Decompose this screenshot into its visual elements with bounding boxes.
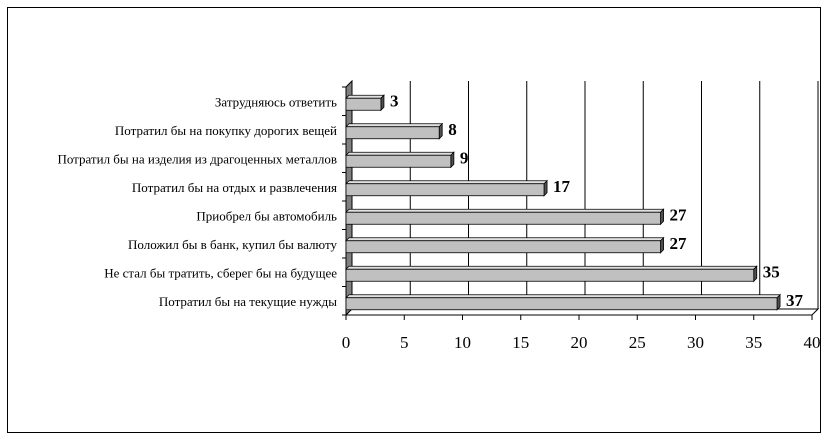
- bar-end-face: [660, 208, 664, 226]
- bar-end-face: [660, 236, 664, 254]
- bar-top-face: [345, 208, 665, 213]
- bar-front-face: [345, 240, 661, 254]
- bar-end-face: [753, 265, 758, 283]
- data-label: 27: [670, 205, 688, 224]
- x-tick-label: 35: [745, 333, 762, 352]
- bar-front-face: [345, 268, 755, 282]
- bar-end-face: [380, 94, 385, 112]
- bar-top-face: [345, 237, 665, 242]
- x-tick-label: 5: [400, 333, 409, 352]
- category-label: Не стал бы тратить, сберег бы на будущее: [104, 265, 337, 280]
- x-tick-label: 20: [571, 333, 588, 352]
- data-label: 17: [553, 177, 571, 196]
- bar-top-face: [345, 94, 385, 99]
- bar: [345, 179, 549, 197]
- category-label: Положил бы в банк, купил бы валюту: [128, 237, 337, 252]
- category-label: Потратил бы на изделия из драгоценных ме…: [57, 151, 337, 166]
- bar-front-face: [345, 211, 661, 225]
- data-label: 27: [670, 234, 688, 253]
- bar-top-face: [345, 294, 782, 299]
- x-tick-label: 15: [512, 333, 529, 352]
- bar: [345, 265, 758, 283]
- data-label: 35: [763, 262, 780, 281]
- bar-top-face: [345, 151, 455, 156]
- bar-end-face: [776, 293, 781, 311]
- category-label: Потратил бы на покупку дорогих вещей: [115, 123, 337, 138]
- bar-end-face: [450, 151, 455, 169]
- data-label: 3: [390, 91, 399, 110]
- bar: [345, 236, 665, 254]
- bar-front-face: [345, 183, 545, 197]
- bar: [345, 208, 665, 226]
- x-tick-label: 40: [804, 333, 821, 352]
- bar-top-face: [345, 123, 444, 128]
- bar-front-face: [345, 126, 440, 140]
- category-label: Потратил бы на текущие нужды: [159, 294, 337, 309]
- data-label: 37: [786, 291, 804, 310]
- category-label: Затрудняюсь ответить: [215, 94, 337, 109]
- data-label: 8: [448, 120, 457, 139]
- bar: [345, 151, 455, 169]
- bar-front-face: [345, 154, 452, 168]
- bar-front-face: [345, 97, 382, 111]
- bar-end-face: [438, 122, 443, 140]
- bar-end-face: [543, 179, 548, 197]
- x-tick-label: 25: [629, 333, 646, 352]
- category-label: Приобрел бы автомобиль: [196, 208, 337, 223]
- bar-top-face: [345, 265, 758, 270]
- x-tick-label: 10: [454, 333, 471, 352]
- x-tick-label: 30: [687, 333, 704, 352]
- bar: [345, 94, 385, 112]
- x-tick-label: 0: [342, 333, 351, 352]
- bar-front-face: [345, 297, 778, 311]
- data-label: 9: [460, 148, 469, 167]
- bar-top-face: [345, 180, 549, 185]
- bar: [345, 122, 444, 140]
- bar: [345, 293, 782, 311]
- category-label: Потратил бы на отдых и развлечения: [132, 180, 337, 195]
